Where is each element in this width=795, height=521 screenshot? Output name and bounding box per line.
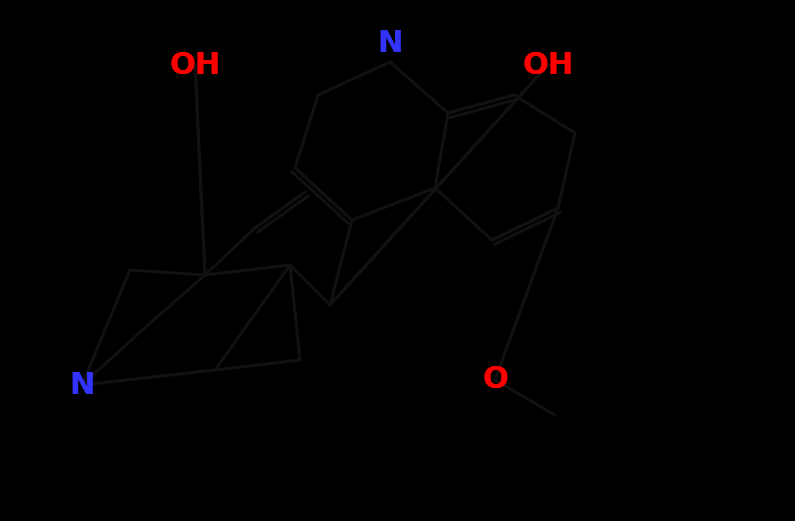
Text: OH: OH	[522, 51, 574, 80]
Text: OH: OH	[169, 51, 221, 80]
Text: O: O	[482, 366, 508, 394]
Text: N: N	[69, 370, 95, 400]
Text: N: N	[69, 370, 95, 400]
Text: N: N	[378, 30, 403, 58]
Text: OH: OH	[169, 51, 221, 80]
Text: O: O	[482, 366, 508, 394]
Text: N: N	[378, 30, 403, 58]
Text: OH: OH	[522, 51, 574, 80]
